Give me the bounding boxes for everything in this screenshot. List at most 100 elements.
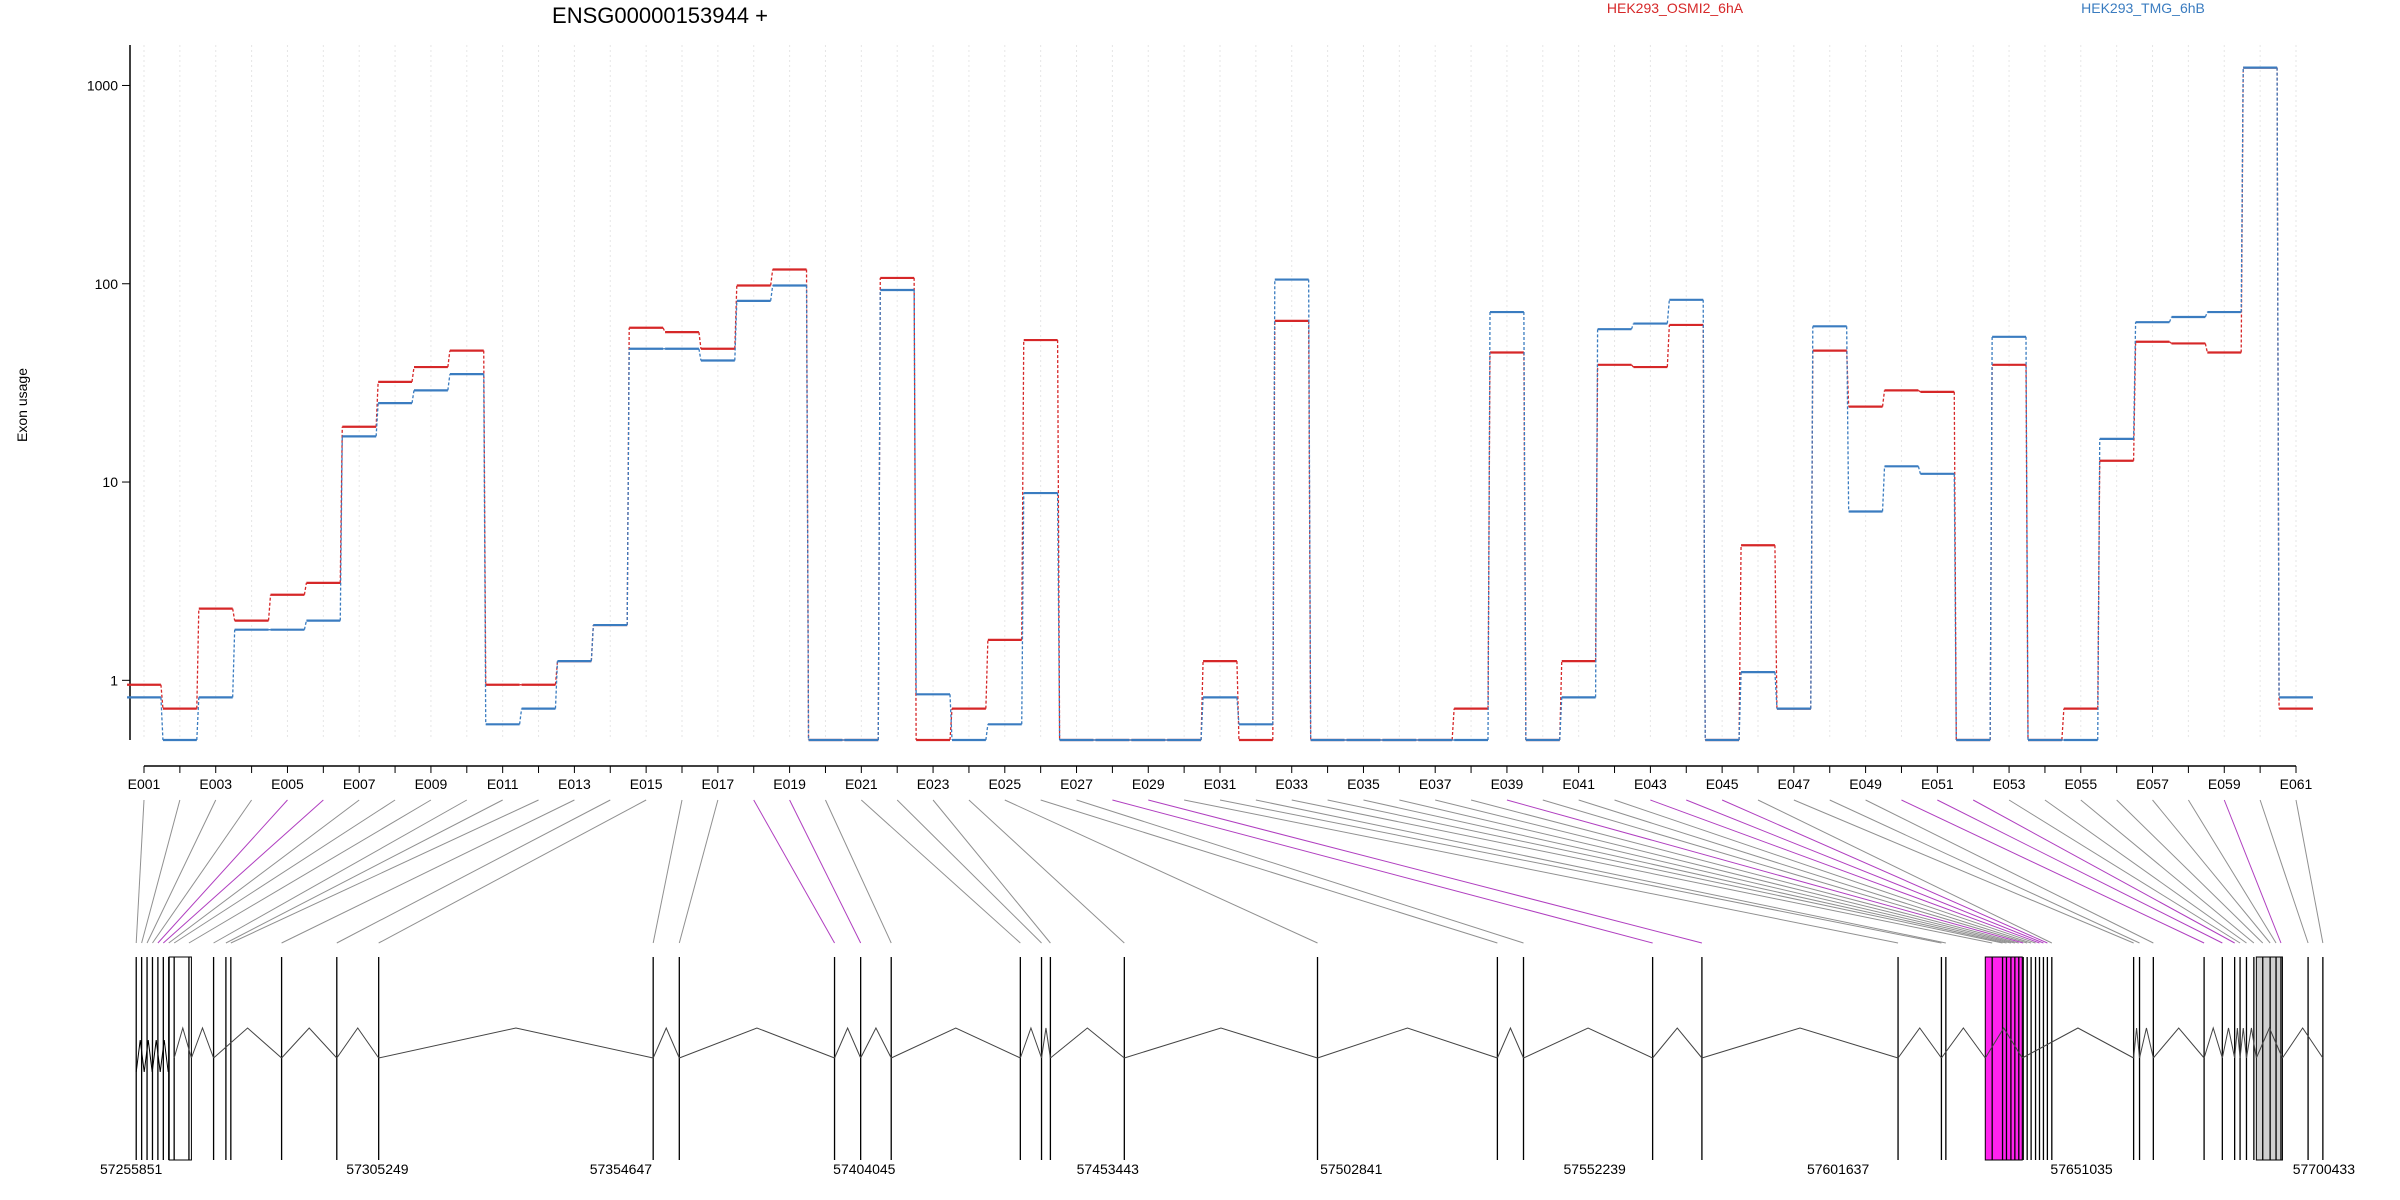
series-connector bbox=[1846, 326, 1850, 512]
x-tick-label: E001 bbox=[128, 776, 161, 792]
series-connector bbox=[698, 332, 702, 349]
series-connector bbox=[1487, 352, 1491, 709]
series-connector bbox=[483, 374, 487, 725]
exon-connectors bbox=[135, 799, 2324, 944]
intron-chevron bbox=[2022, 1027, 2134, 1059]
intron-chevron bbox=[1041, 1027, 1051, 1059]
intron-chevron bbox=[2255, 1026, 2283, 1059]
series-connector bbox=[447, 374, 451, 391]
exon-box bbox=[168, 956, 192, 1161]
x-axis: E001 E003 E005 E007 E009 E011 E013 E015 E017 E019… bbox=[128, 765, 2313, 792]
y-tick-label: 1000 bbox=[87, 77, 118, 93]
intron-chevron bbox=[2282, 1027, 2324, 1059]
series-connector bbox=[1200, 661, 1204, 741]
series-connector bbox=[2276, 67, 2280, 698]
exon-connector bbox=[157, 799, 288, 944]
series-connector bbox=[447, 350, 451, 368]
exon-connector bbox=[1470, 799, 2019, 944]
exon-connector bbox=[2295, 799, 2324, 944]
exon-connector bbox=[1937, 799, 2223, 944]
series-connector bbox=[1810, 350, 1814, 709]
exon-connector bbox=[141, 799, 181, 944]
series-connector bbox=[1702, 299, 1706, 741]
series-connector bbox=[2240, 67, 2244, 313]
x-tick-label: E003 bbox=[199, 776, 232, 792]
genomic-position-label: 57354647 bbox=[590, 1161, 653, 1177]
x-tick-label: E053 bbox=[1993, 776, 2026, 792]
intron-chevron bbox=[2139, 1027, 2154, 1059]
intron-chevron bbox=[2245, 1027, 2257, 1059]
series-connector bbox=[770, 285, 774, 301]
series-connector bbox=[590, 625, 594, 662]
exon-connector bbox=[1721, 799, 2048, 944]
x-tick-label: E061 bbox=[2280, 776, 2313, 792]
series-connector bbox=[1523, 352, 1527, 741]
series-connector bbox=[411, 366, 415, 382]
x-tick-label: E015 bbox=[630, 776, 663, 792]
exon-connector bbox=[2116, 799, 2264, 944]
genomic-position-label: 57700433 bbox=[2293, 1161, 2356, 1177]
exon-connector bbox=[1793, 799, 2134, 944]
exon-connector bbox=[1184, 799, 1899, 944]
gene-model bbox=[135, 956, 2324, 1161]
series-connector bbox=[734, 300, 738, 361]
exon-connector bbox=[152, 799, 253, 944]
genomic-position-label: 57255851 bbox=[100, 1161, 163, 1177]
exon-connector bbox=[1506, 799, 2024, 944]
exon-connector bbox=[213, 799, 468, 944]
intron-chevron bbox=[135, 1039, 169, 1073]
exon-connector bbox=[162, 799, 324, 944]
series-connector bbox=[985, 639, 989, 709]
intron-chevron bbox=[2239, 1027, 2247, 1059]
exon-connector bbox=[1040, 799, 1498, 944]
x-tick-label: E013 bbox=[558, 776, 591, 792]
exon-connector bbox=[1148, 799, 1703, 944]
x-tick-label: E047 bbox=[1778, 776, 1811, 792]
series-connector bbox=[2169, 341, 2172, 344]
series-connector bbox=[985, 724, 989, 741]
series-connector bbox=[1308, 279, 1312, 741]
series-connector bbox=[698, 348, 702, 361]
exon-connector bbox=[1757, 799, 2053, 944]
series-connector bbox=[1056, 340, 1061, 741]
intron-chevron bbox=[1984, 1027, 2023, 1059]
series-connector bbox=[1846, 350, 1850, 407]
series-connector bbox=[518, 708, 523, 725]
series-connector bbox=[267, 594, 272, 621]
intron-chevron bbox=[1701, 1027, 1899, 1059]
exon-connector bbox=[2259, 799, 2309, 944]
exon-connector bbox=[652, 799, 683, 944]
exon-connector bbox=[2187, 799, 2277, 944]
x-tick-label: E049 bbox=[1849, 776, 1882, 792]
x-tick-label: E027 bbox=[1060, 776, 1093, 792]
intron-chevron bbox=[2133, 1027, 2141, 1059]
exon-connector bbox=[225, 799, 503, 944]
intron-chevron bbox=[2221, 1027, 2236, 1059]
x-tick-label: E011 bbox=[487, 776, 519, 792]
series-connector bbox=[1021, 340, 1025, 640]
intron-chevron bbox=[378, 1027, 654, 1059]
x-tick-label: E023 bbox=[917, 776, 950, 792]
exon-connector bbox=[2008, 799, 2241, 944]
exon-connector bbox=[896, 799, 1042, 944]
series-connector bbox=[232, 608, 236, 621]
intron-chevron bbox=[213, 1027, 282, 1059]
legend-entry-tmg: HEK293_TMG_6hB bbox=[2081, 0, 2205, 16]
intron-chevron bbox=[652, 1026, 680, 1059]
exon-connector bbox=[2223, 799, 2282, 944]
series-connector bbox=[375, 403, 379, 437]
exon-connector bbox=[825, 799, 892, 944]
x-tick-label: E017 bbox=[702, 776, 735, 792]
series-connector bbox=[1630, 323, 1635, 330]
y-axis-title: Exon usage bbox=[14, 368, 30, 442]
series-connector bbox=[160, 684, 164, 709]
exon-connector bbox=[1004, 799, 1318, 944]
series-connector bbox=[303, 582, 308, 595]
series-1 bbox=[127, 66, 2313, 742]
series-connector bbox=[339, 436, 343, 621]
x-tick-label: E055 bbox=[2064, 776, 2097, 792]
exon-connector bbox=[1399, 799, 2012, 944]
series-connector bbox=[2168, 316, 2173, 323]
series-connector bbox=[1738, 545, 1742, 741]
exon-connector bbox=[336, 799, 611, 944]
